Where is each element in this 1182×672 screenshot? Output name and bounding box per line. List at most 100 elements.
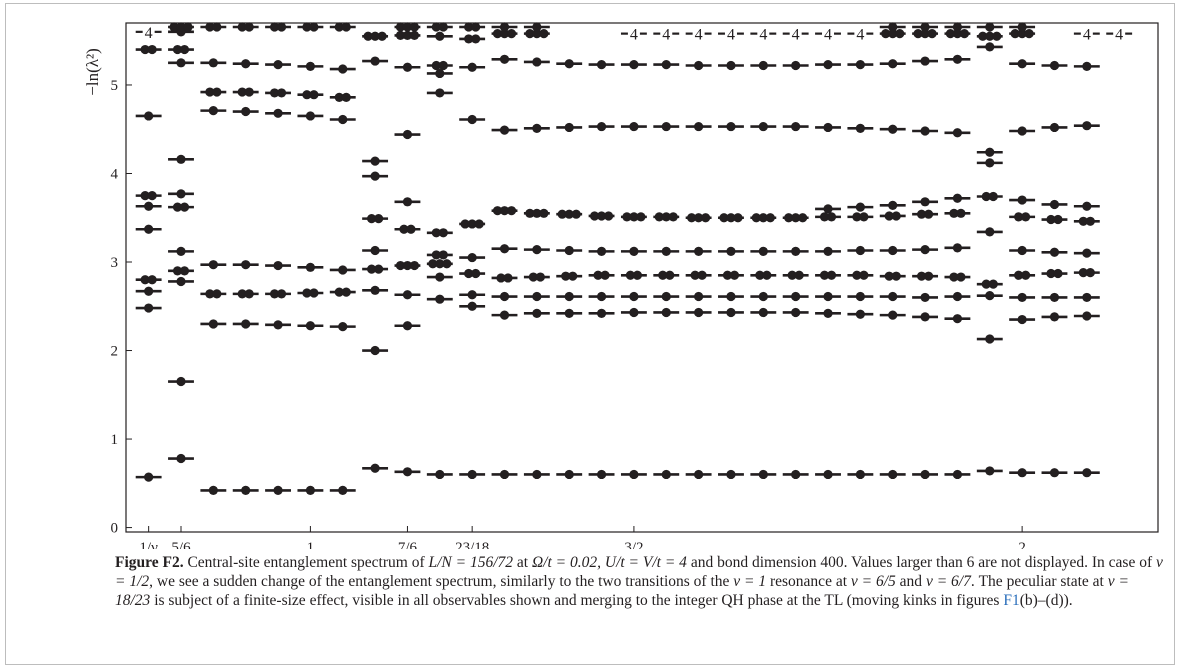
level-point xyxy=(1082,61,1092,71)
level-point xyxy=(370,31,380,41)
level-point xyxy=(751,213,761,223)
level-point xyxy=(402,321,413,331)
level-point xyxy=(435,294,445,304)
level-point xyxy=(269,22,280,32)
level-point xyxy=(276,22,287,32)
level-point xyxy=(532,57,542,67)
x-tick-label: 23/18 xyxy=(455,540,489,549)
level-point xyxy=(244,289,254,299)
level-point xyxy=(985,42,995,52)
x-tick-label: 3/2 xyxy=(624,540,643,549)
level-point xyxy=(726,213,736,223)
level-point xyxy=(1078,268,1088,278)
level-point xyxy=(881,29,891,39)
level-point xyxy=(205,22,215,32)
level-point xyxy=(1049,60,1060,71)
level-point xyxy=(374,214,384,224)
degeneracy-label: 4 xyxy=(1115,27,1123,44)
level-point xyxy=(370,463,380,473)
level-point xyxy=(492,29,503,39)
level-point xyxy=(949,272,959,282)
level-point xyxy=(402,22,413,32)
y-ticks: 0 1 2 3 4 5 xyxy=(111,78,132,537)
level-point xyxy=(564,291,574,302)
level-point xyxy=(726,121,736,132)
level-point xyxy=(855,123,865,133)
level-point xyxy=(920,126,930,136)
level-point xyxy=(144,472,154,482)
level-point xyxy=(1082,201,1092,211)
plot-box xyxy=(125,22,1159,533)
level-point xyxy=(208,58,218,68)
degeneracy-label: 4 xyxy=(727,27,735,44)
level-point xyxy=(428,259,438,269)
level-point xyxy=(176,276,186,287)
degeneracy-label: 4 xyxy=(630,27,638,44)
level-point xyxy=(302,22,312,32)
level-point xyxy=(798,213,808,223)
level-point xyxy=(596,469,607,480)
level-point xyxy=(1082,121,1092,131)
level-point xyxy=(823,204,833,214)
level-point xyxy=(471,268,481,279)
level-point xyxy=(596,308,607,318)
level-point xyxy=(791,246,801,256)
level-point xyxy=(694,60,704,71)
level-point xyxy=(241,59,251,69)
x-tick-label: 5/6 xyxy=(171,540,191,549)
level-point xyxy=(1085,216,1095,226)
level-point xyxy=(334,92,344,102)
level-point xyxy=(891,211,901,221)
level-point xyxy=(471,34,481,44)
level-point xyxy=(1078,216,1088,226)
level-point xyxy=(884,211,894,221)
level-point xyxy=(668,212,678,222)
level-point xyxy=(726,291,736,302)
level-point xyxy=(532,123,542,133)
level-point xyxy=(823,122,833,133)
level-point xyxy=(855,60,865,70)
level-point xyxy=(855,309,865,319)
level-point xyxy=(1017,29,1027,39)
level-point xyxy=(377,31,387,41)
level-point xyxy=(564,209,574,219)
level-point xyxy=(1017,22,1027,32)
level-point xyxy=(341,22,351,32)
level-point xyxy=(694,121,704,132)
level-point xyxy=(269,289,280,299)
level-point xyxy=(532,22,542,32)
level-point xyxy=(370,56,380,66)
level-point xyxy=(176,154,186,164)
level-point xyxy=(927,29,937,39)
level-point xyxy=(1017,314,1027,325)
level-point xyxy=(888,22,898,32)
level-point xyxy=(952,193,963,203)
level-point xyxy=(241,319,251,329)
level-point xyxy=(755,270,765,280)
entanglement-spectrum-chart: 0 1 2 3 4 5 1/ν 5/6 1 7/6 23/18 3/2 2 4 4 4 4 4 4 4 4 4 4 4 −… xyxy=(83,22,1159,549)
level-point xyxy=(722,270,733,280)
level-point xyxy=(629,121,639,132)
level-point xyxy=(442,259,452,269)
level-point xyxy=(661,212,671,222)
level-point xyxy=(888,469,898,480)
level-point xyxy=(791,60,801,71)
level-point xyxy=(438,60,448,71)
figure-ref-link[interactable]: F1 xyxy=(1003,592,1020,609)
degeneracy-label: 4 xyxy=(759,27,767,44)
level-point xyxy=(532,245,542,255)
level-point xyxy=(309,90,319,100)
level-point xyxy=(244,22,254,32)
level-point xyxy=(661,60,671,70)
level-point xyxy=(1017,126,1027,136)
level-point xyxy=(438,228,448,238)
level-point xyxy=(992,31,1002,41)
level-point xyxy=(435,259,445,269)
level-point xyxy=(985,31,995,41)
level-point xyxy=(370,156,380,166)
level-point xyxy=(1046,268,1056,279)
figure-caption: Figure F2. Central-site entanglement spe… xyxy=(115,553,1165,610)
level-point xyxy=(492,206,503,216)
level-point xyxy=(309,22,319,32)
level-point xyxy=(701,213,711,223)
